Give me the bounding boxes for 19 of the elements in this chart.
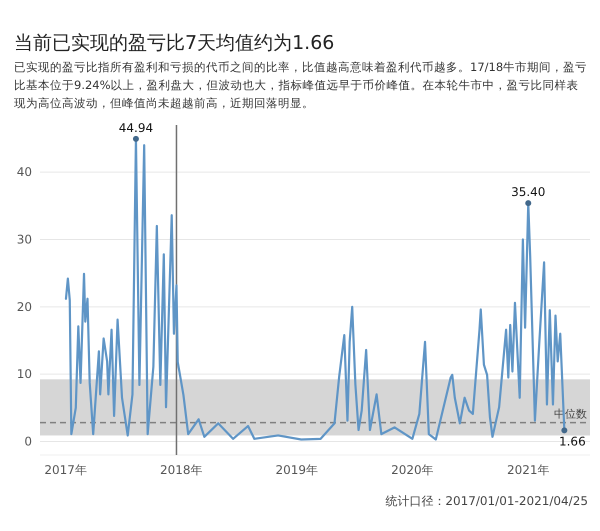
x-tick-label: 2018年 xyxy=(160,463,202,477)
point xyxy=(525,200,532,206)
point xyxy=(132,136,139,142)
data-label: 35.40 xyxy=(511,185,546,200)
y-tick-label: 10 xyxy=(16,367,32,382)
x-tick-label: 2020年 xyxy=(391,463,434,477)
y-tick-label: 30 xyxy=(16,232,32,246)
x-tick-label: 2021年 xyxy=(506,463,550,477)
x-tick-label: 2017年 xyxy=(44,463,87,477)
y-tick-label: 0 xyxy=(24,434,32,449)
x-tick-label: 2019年 xyxy=(276,463,318,477)
data-label: 44.94 xyxy=(118,120,154,135)
subtitle: 已实现的盈亏比指所有盈利和亏损的代币之间的比率，比值越高意味着盈利代币越多。17/18牛市期间，盈亏比基本位于9.24%以上，盈利盘大，但波动也大，指标峰值远早于币价峰值。在本轮牛市中，盈亏比同样表现为高位高波动，但峰值尚未超越前高，近期回落明显。 xyxy=(14,59,588,112)
point xyxy=(561,427,568,434)
y-tick-label: 20 xyxy=(16,300,32,314)
title: 当前已实现的盈亏比7天均值约为1.66 xyxy=(14,31,334,56)
y-tick-label: 40 xyxy=(16,165,32,180)
annotation: 统计口径：2017/01/01-2021/04/25 xyxy=(385,494,588,508)
data-label: 1.66 xyxy=(558,434,586,448)
